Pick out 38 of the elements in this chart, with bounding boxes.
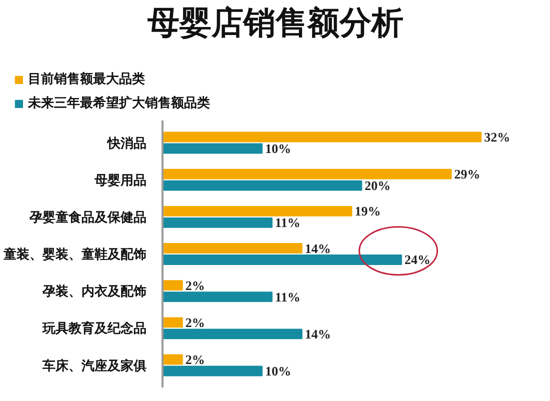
data-label: 10% [265,141,292,156]
y-tick-label: 车床、汽座及家俱 [42,358,146,373]
data-label: 11% [275,215,300,230]
bar [162,317,183,328]
y-tick-label: 快消品 [106,135,146,150]
data-label: 14% [304,326,331,342]
y-tick-label: 母婴用品 [94,172,146,188]
bar [162,280,183,291]
data-label: 19% [354,204,381,219]
chart-title: 母婴店销售额分析 [146,4,404,40]
y-tick-label: 孕婴童食品及保健品 [28,209,146,224]
data-label: 32% [484,130,510,144]
bar [162,292,273,302]
y-tick-label: 童装、婴装、童鞋及配饰 [2,246,146,262]
bar [162,328,302,340]
data-label: 11% [275,289,300,304]
bar [162,354,183,365]
bar [162,168,452,180]
legend-label: 未来三年最希望扩大销售额品类 [28,94,210,112]
bar [162,217,273,228]
data-label: 14% [304,240,331,256]
bar [162,243,302,254]
bar [162,132,482,142]
bar [162,206,352,216]
y-tick-label: 玩具教育及纪念品 [42,320,146,336]
data-label: 2% [185,314,205,330]
data-label: 29% [454,166,480,182]
bar [162,180,362,191]
data-label: 2% [185,352,205,367]
bar [162,366,263,376]
bar [162,143,263,154]
data-label: 20% [364,178,391,194]
data-label: 24% [404,252,430,268]
data-label: 10% [265,364,292,378]
data-label: 2% [185,278,205,293]
bar [162,254,402,265]
legend-label: 目前销售额最大品类 [28,70,145,88]
y-tick-label: 孕装、内衣及配饰 [42,284,146,299]
